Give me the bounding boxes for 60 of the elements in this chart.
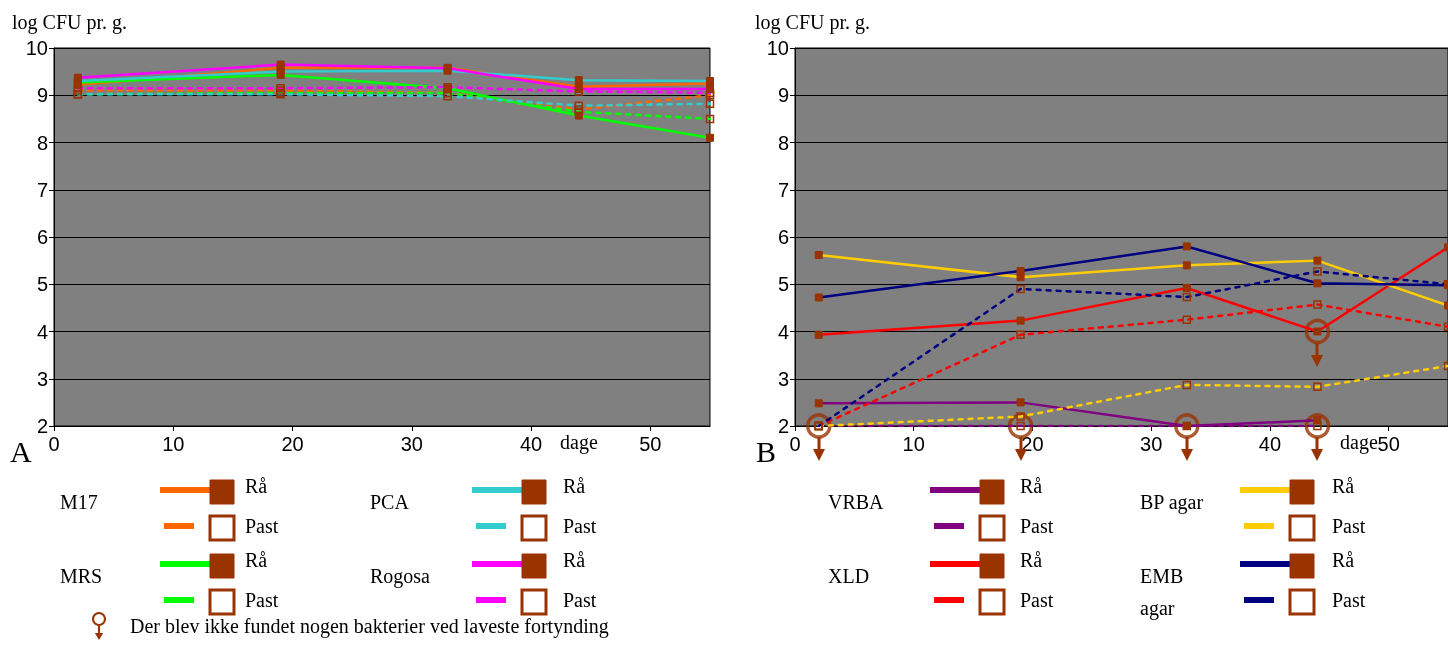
text: PCA [370,491,410,513]
y-tick-label: 2 [777,415,789,437]
y-tick-label: 8 [777,131,789,154]
y-tick-label: 10 [766,37,789,59]
legend-label: Past [1332,515,1366,537]
legend-label: Past [245,589,279,611]
text: EMB agar [1140,565,1189,620]
y-tick-label: 10 [25,37,48,59]
x-tick-label: 10 [902,433,925,455]
legend-label: Rå [563,475,586,497]
x-tick-label: 40 [1258,433,1282,455]
legend-label: Rå [245,475,268,497]
x-tick-label: 30 [400,433,423,455]
text: A [10,434,32,468]
y-axis-title: log CFU pr. g. [12,11,128,34]
y-tick-label: 5 [777,273,789,296]
legend-label: Rå [1332,475,1355,497]
legend-label: Rå [1020,475,1043,497]
y-tick-label: 3 [36,367,48,390]
text: VRBA [828,491,885,513]
legend-label: Rå [245,549,268,571]
legend-label: Past [1020,589,1054,611]
text: MRS [60,565,103,587]
legend-label: Past [563,515,597,537]
y-tick-label: 4 [777,320,789,343]
x-axis-title: dage [1340,431,1378,454]
legend-label: Past [245,515,279,537]
y-tick-label: 8 [36,131,48,154]
legend-label: Past [1020,515,1054,537]
y-tick-label: 9 [36,84,48,107]
y-axis-title: log CFU pr. g. [755,11,871,34]
y-tick-label: 7 [777,178,789,201]
x-tick-label: 20 [281,433,304,455]
legend-label: Rå [563,549,586,571]
x-tick-label: 0 [48,433,60,455]
x-tick-label: 10 [162,433,185,455]
text: XLD [828,565,870,587]
x-tick-label: 40 [519,433,543,455]
y-tick-label: 2 [36,415,48,437]
x-tick-label: 50 [639,433,662,455]
y-tick-label: 4 [36,320,48,343]
x-axis-title: dage [560,431,598,454]
y-tick-label: 6 [36,226,48,248]
y-tick-label: 5 [36,273,48,296]
y-tick-label: 3 [777,367,789,390]
x-tick-label: 30 [1140,433,1163,455]
legend-label: Rå [1020,549,1043,571]
text: B [756,434,777,468]
x-tick-label: 0 [789,433,801,455]
text: M17 [60,491,98,513]
y-tick-label: 7 [36,178,48,201]
legend-label: Past [563,589,597,611]
text: Der blev ikke fundet nogen bakterier ved laveste fortynding [130,614,609,638]
legend-label: Rå [1332,549,1355,571]
y-tick-label: 9 [777,84,789,107]
y-tick-label: 6 [777,226,789,248]
text: BP agar [1140,491,1204,514]
legend-label: Past [1332,589,1366,611]
x-tick-label: 50 [1377,433,1400,455]
text: Rogosa [370,565,431,588]
